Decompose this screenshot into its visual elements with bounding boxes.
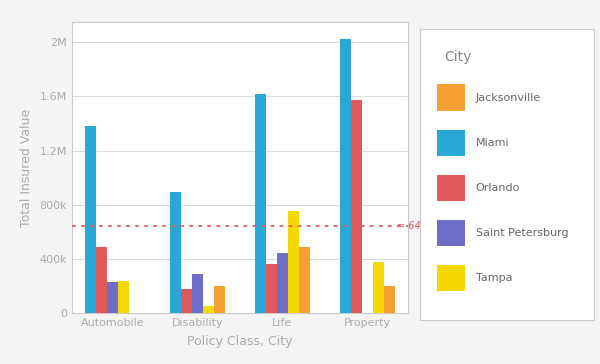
Bar [107,282,118,313]
Bar [118,281,129,313]
Y-axis label: Total Insured Value: Total Insured Value [20,108,32,226]
Text: Saint Petersburg: Saint Petersburg [476,228,568,238]
Bar [85,126,96,313]
Text: Miami: Miami [476,138,509,148]
Bar [266,264,277,313]
Bar [340,39,351,313]
Bar [96,247,107,313]
Bar [373,262,384,313]
FancyBboxPatch shape [437,175,465,201]
Text: = 644,466: = 644,466 [397,221,449,231]
Bar [351,100,362,313]
Bar [288,211,299,313]
Bar [181,289,192,313]
FancyBboxPatch shape [437,84,465,111]
Text: Tampa: Tampa [476,273,512,283]
Bar [192,274,203,313]
Text: Orlando: Orlando [476,183,520,193]
Bar [299,247,310,313]
FancyBboxPatch shape [437,130,465,156]
Bar [277,253,288,313]
Bar [255,94,266,313]
Bar [214,286,225,313]
Text: Jacksonville: Jacksonville [476,92,541,103]
X-axis label: Policy Class, City: Policy Class, City [187,335,293,348]
Bar [203,306,214,313]
Bar [384,286,395,313]
FancyBboxPatch shape [437,265,465,291]
FancyBboxPatch shape [437,220,465,246]
Bar [170,193,181,313]
Text: City: City [445,50,472,63]
